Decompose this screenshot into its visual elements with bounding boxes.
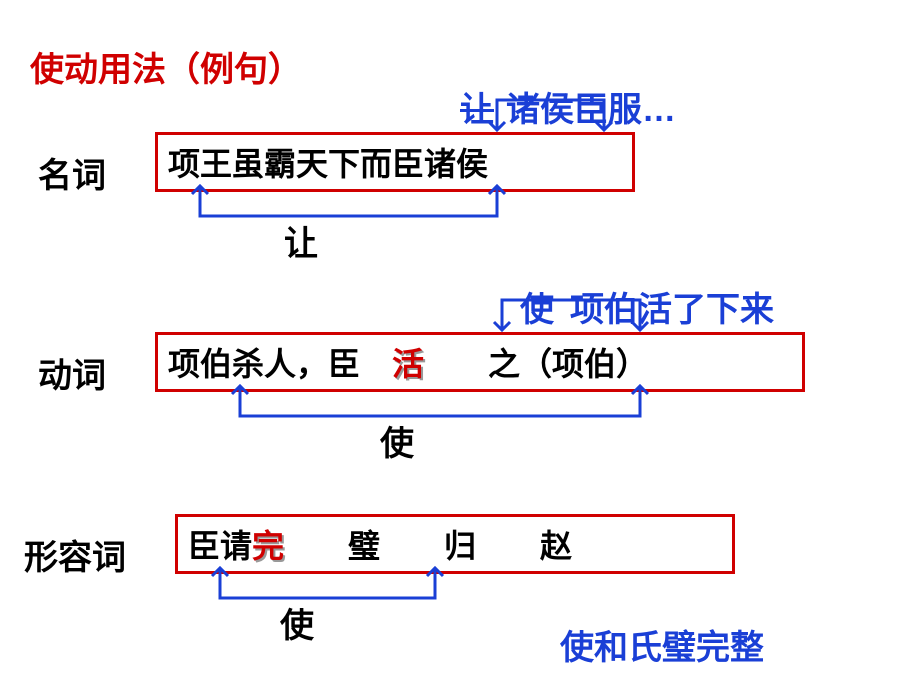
row3-seg2: 璧 归 赵 (284, 528, 572, 564)
row1-seg1: 臣 (392, 146, 424, 182)
row2-seg0: 项伯杀人，臣 (168, 346, 392, 382)
row2-below-label: 使 (380, 416, 414, 465)
page-title: 使动用法（例句） (30, 42, 302, 91)
row2-seg2: 之（项伯） (424, 346, 648, 382)
row1-category: 名词 (38, 148, 106, 197)
row1-above-label-rang: 让 (460, 82, 494, 131)
row2-category: 动词 (38, 348, 106, 397)
row1-box: 项王虽霸天下而臣诸侯 (155, 132, 635, 192)
row1-seg0: 项王虽霸天下而 (168, 146, 392, 182)
row1-below-label: 让 (284, 216, 318, 265)
row2-topright-shi: 使 (520, 282, 554, 331)
row3-box: 臣请完 璧 归 赵 (175, 514, 735, 574)
row2-seg1: 活 (392, 346, 424, 382)
row1-above-label-right: 诸侯臣服… (506, 82, 676, 131)
row3-below-label: 使 (280, 598, 314, 647)
row3-seg0: 臣请 (188, 528, 252, 564)
row3-seg1: 完 (252, 528, 284, 564)
row1-seg2: 诸侯 (424, 146, 488, 182)
row3-bottomright: 使和氏璧完整 (560, 620, 764, 669)
row3-category: 形容词 (24, 530, 126, 579)
row2-topright-rest: 项伯活了下来 (570, 282, 774, 331)
row2-box: 项伯杀人，臣 活 之（项伯） (155, 332, 805, 392)
